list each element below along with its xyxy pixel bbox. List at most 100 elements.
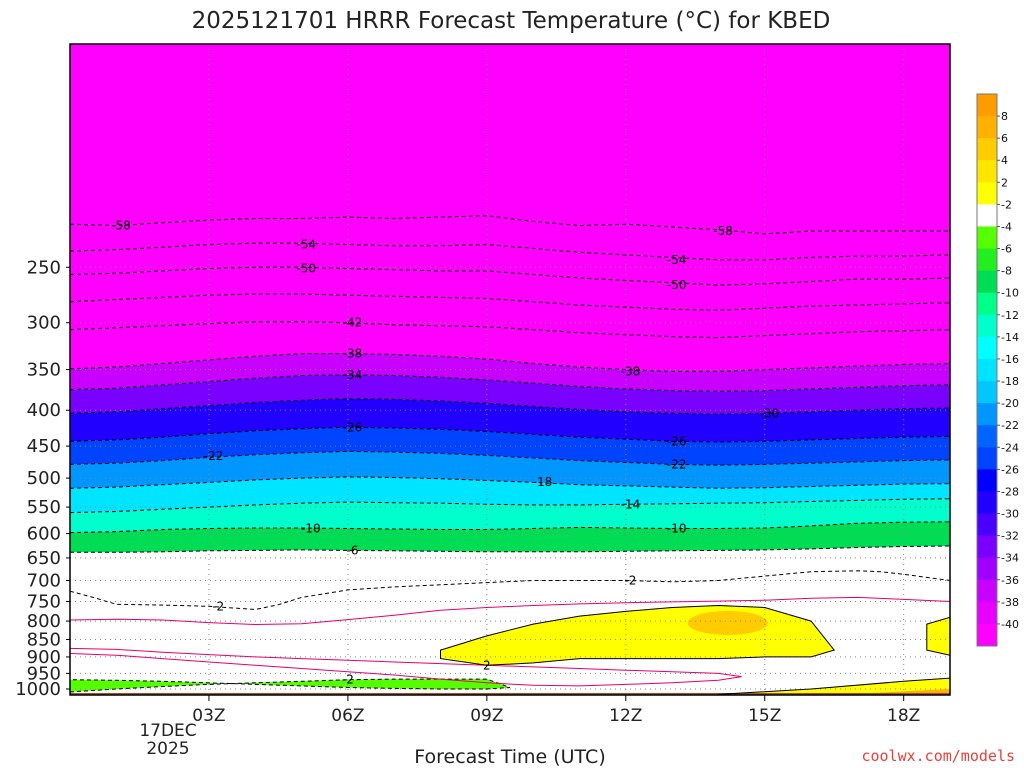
fill-cell bbox=[178, 44, 181, 222]
fill-cell bbox=[108, 273, 111, 300]
fill-cell bbox=[154, 509, 157, 530]
fill-cell bbox=[80, 301, 83, 330]
fill-cell bbox=[72, 552, 75, 620]
fill-cell bbox=[326, 375, 329, 400]
fill-cell bbox=[132, 552, 135, 620]
fill-cell bbox=[622, 254, 625, 281]
fill-cell bbox=[622, 306, 625, 335]
fill-cell bbox=[418, 217, 421, 246]
fill-cell bbox=[344, 477, 347, 503]
fill-cell bbox=[606, 485, 609, 505]
fill-cell bbox=[352, 44, 355, 218]
fill-cell bbox=[396, 452, 399, 478]
fill-cell bbox=[312, 243, 315, 268]
fill-cell bbox=[152, 437, 155, 462]
fill-cell bbox=[424, 551, 427, 613]
fill-cell bbox=[460, 216, 463, 246]
fill-cell bbox=[286, 354, 289, 377]
fill-cell bbox=[694, 258, 697, 284]
fill-cell bbox=[130, 486, 133, 511]
fill-cell bbox=[550, 504, 553, 529]
fill-cell bbox=[170, 384, 173, 409]
fill-cell bbox=[154, 485, 157, 510]
fill-cell bbox=[96, 44, 99, 225]
fill-cell bbox=[118, 439, 121, 464]
fill-cell bbox=[630, 439, 633, 463]
fill-cell bbox=[348, 374, 351, 399]
fill-cell bbox=[586, 484, 589, 505]
fill-cell bbox=[112, 552, 115, 620]
fill-cell bbox=[342, 451, 345, 478]
fill-cell bbox=[446, 453, 449, 479]
fill-cell bbox=[602, 504, 605, 528]
fill-cell bbox=[92, 463, 95, 488]
fill-cell bbox=[672, 336, 675, 372]
fill-cell bbox=[668, 44, 671, 227]
fill-cell bbox=[676, 257, 679, 283]
fill-cell bbox=[590, 461, 593, 486]
fill-cell bbox=[490, 44, 493, 217]
fill-cell bbox=[98, 367, 101, 389]
fill-cell bbox=[560, 408, 563, 436]
fill-cell bbox=[412, 400, 415, 429]
fill-cell bbox=[362, 268, 365, 296]
fill-cell bbox=[466, 326, 469, 358]
fill-cell bbox=[468, 378, 471, 403]
fill-cell bbox=[474, 529, 477, 552]
fill-cell bbox=[340, 374, 343, 399]
fill-cell bbox=[536, 329, 539, 364]
fill-cell bbox=[586, 332, 589, 368]
fill-cell bbox=[482, 298, 485, 327]
fill-cell bbox=[106, 511, 109, 532]
fill-cell bbox=[622, 44, 625, 225]
fill-cell bbox=[158, 223, 161, 248]
fill-cell bbox=[662, 503, 665, 529]
fill-cell bbox=[442, 478, 445, 504]
fill-cell bbox=[170, 436, 173, 461]
fill-cell bbox=[338, 374, 341, 399]
fill-cell bbox=[320, 322, 323, 354]
fill-cell bbox=[368, 375, 371, 399]
fill-cell bbox=[502, 299, 505, 328]
fill-cell bbox=[140, 552, 143, 620]
fill-cell bbox=[424, 452, 427, 479]
fill-cell bbox=[242, 44, 245, 219]
fill-cell bbox=[300, 44, 303, 219]
fill-cell bbox=[572, 44, 575, 225]
fill-cell bbox=[396, 269, 399, 297]
fill-cell bbox=[154, 44, 157, 224]
fill-cell bbox=[680, 309, 683, 337]
fill-cell bbox=[208, 433, 211, 458]
fill-cell bbox=[102, 440, 105, 464]
fill-cell bbox=[436, 356, 439, 378]
fill-cell bbox=[356, 44, 359, 218]
fill-cell bbox=[74, 413, 77, 442]
fill-cell bbox=[622, 439, 625, 463]
fill-cell bbox=[110, 367, 113, 389]
fill-cell bbox=[146, 551, 149, 620]
fill-cell bbox=[226, 358, 229, 381]
fill-cell bbox=[294, 294, 297, 322]
fill-cell bbox=[436, 270, 439, 298]
fill-cell bbox=[100, 367, 103, 389]
fill-cell bbox=[108, 328, 111, 368]
fill-cell bbox=[626, 44, 629, 225]
fill-cell bbox=[164, 529, 167, 552]
fill-cell bbox=[122, 273, 125, 300]
fill-cell bbox=[676, 413, 679, 442]
fill-cell bbox=[294, 549, 297, 624]
fill-cell bbox=[558, 250, 561, 277]
fill-cell bbox=[80, 464, 83, 489]
fill-cell bbox=[264, 527, 267, 551]
fill-cell bbox=[282, 503, 285, 528]
fill-cell bbox=[290, 267, 293, 295]
fill-cell bbox=[84, 274, 87, 302]
fill-cell bbox=[86, 532, 89, 553]
fill-cell bbox=[258, 218, 261, 244]
fill-cell bbox=[470, 430, 473, 455]
fill-cell bbox=[80, 389, 83, 413]
fill-cell bbox=[558, 483, 561, 505]
fill-cell bbox=[514, 328, 517, 362]
fill-cell bbox=[302, 44, 305, 219]
fill-cell bbox=[176, 459, 179, 485]
